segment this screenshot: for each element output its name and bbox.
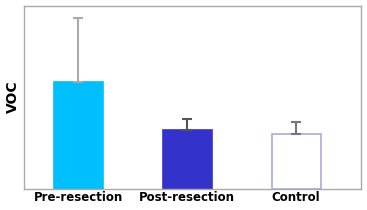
Bar — [163, 130, 212, 189]
Y-axis label: VOC: VOC — [6, 81, 19, 113]
Bar — [272, 134, 321, 189]
Bar — [54, 83, 103, 189]
